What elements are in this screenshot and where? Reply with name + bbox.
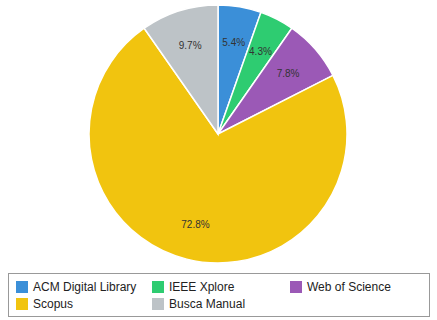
- legend-item: Web of Science: [290, 280, 391, 294]
- legend-label: Busca Manual: [169, 297, 245, 311]
- legend-frame: [9, 274, 430, 317]
- legend-label: ACM Digital Library: [33, 280, 136, 294]
- legend-item: Scopus: [16, 297, 73, 311]
- pie-slice: [144, 5, 218, 134]
- legend-label: IEEE Xplore: [169, 280, 235, 294]
- legend-swatch: [152, 298, 164, 310]
- legend-label: Scopus: [33, 297, 73, 311]
- legend-swatch: [16, 298, 28, 310]
- data-label: 72.8%: [181, 219, 209, 230]
- legend-swatch: [152, 281, 164, 293]
- legend-item: ACM Digital Library: [16, 280, 136, 294]
- data-labels: 5.4% 4.3% 7.8% 72.8% 9.7%: [179, 37, 300, 230]
- legend-label: Web of Science: [307, 280, 391, 294]
- data-label: 5.4%: [222, 37, 245, 48]
- data-label: 7.8%: [277, 68, 300, 79]
- legend-item: Busca Manual: [152, 297, 245, 311]
- chart: 5.4% 4.3% 7.8% 72.8% 9.7% ACM Digital Library…: [0, 0, 437, 320]
- legend-swatch: [290, 281, 302, 293]
- data-label: 9.7%: [179, 40, 202, 51]
- plot-area: [89, 5, 347, 263]
- legend: ACM Digital Library IEEE Xplore Web of Sci…: [9, 274, 430, 317]
- legend-swatch: [16, 281, 28, 293]
- data-label: 4.3%: [249, 46, 272, 57]
- legend-item: IEEE Xplore: [152, 280, 235, 294]
- pie: [89, 5, 347, 263]
